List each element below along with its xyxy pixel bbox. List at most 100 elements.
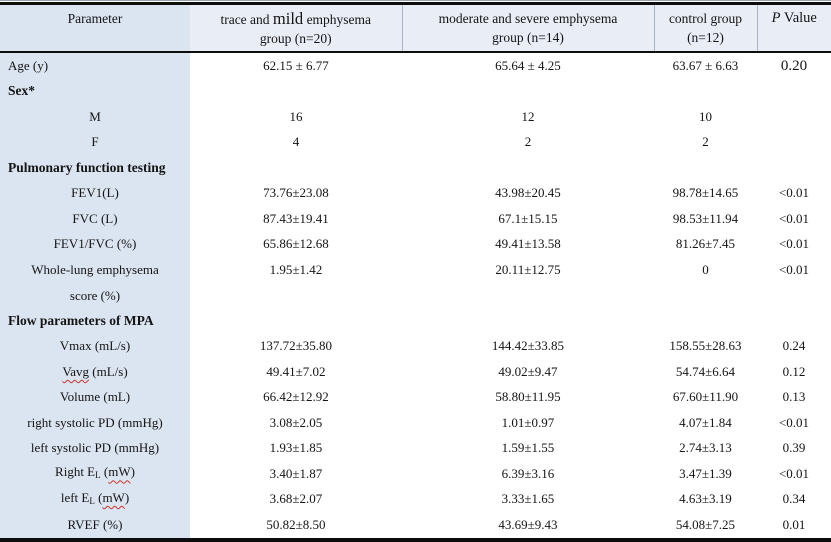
value-cell: 49.41±7.02 bbox=[266, 363, 326, 379]
value-cell: 49.02±9.47 bbox=[498, 363, 558, 379]
value-cell: 1.01±0.97 bbox=[501, 414, 555, 430]
value-cell: 1.95±1.42 bbox=[269, 262, 323, 277]
row-label-text: Age (y) bbox=[8, 57, 49, 73]
row-label: Age (y) bbox=[0, 52, 190, 79]
row-label: Vmax (mL/s) bbox=[0, 333, 190, 359]
header-subtext: group (n=20) bbox=[259, 31, 332, 46]
row-label-text: Sex* bbox=[8, 83, 35, 99]
p-value-cell: 0.20 bbox=[780, 57, 808, 74]
value-cell: 4 bbox=[292, 134, 300, 150]
p-value-cell: <0.01 bbox=[778, 236, 810, 252]
table-row: left systolic PD (mmHg) 1.93±1.85 1.59±1.5… bbox=[0, 435, 831, 461]
p-value-cell bbox=[757, 79, 831, 105]
value-cell: 0 bbox=[702, 262, 709, 277]
row-label: Vavg (mL/s) bbox=[0, 359, 190, 385]
value-cell: 4.63±3.19 bbox=[679, 491, 732, 507]
column-header-trace-mild-group: trace and mild emphysema group (n=20) bbox=[190, 3, 402, 53]
row-label-text: Flow parameters of MPA bbox=[8, 312, 154, 328]
value-cell: 65.86±12.68 bbox=[263, 236, 329, 252]
row-label: Right EL (mW) bbox=[0, 461, 190, 487]
table-row: Vmax (mL/s) 137.72±35.80 144.42±33.85 158.5… bbox=[0, 333, 831, 359]
value-cell: 54.74±6.64 bbox=[675, 363, 736, 379]
row-label: Flow parameters of MPA bbox=[0, 308, 190, 334]
row-label: left systolic PD (mmHg) bbox=[0, 435, 190, 461]
row-label: FVC (L) bbox=[0, 206, 190, 232]
value-cell: 16 bbox=[289, 108, 303, 124]
value-cell bbox=[654, 308, 757, 334]
value-cell: 20.11±12.75 bbox=[495, 262, 561, 277]
p-value-cell bbox=[757, 130, 831, 156]
header-subtext: (n=12) bbox=[687, 30, 724, 45]
row-label: Pulmonary function testing bbox=[0, 155, 190, 181]
value-cell: 98.78±14.65 bbox=[672, 185, 739, 201]
row-label: Volume (mL) bbox=[0, 384, 190, 410]
row-label-text: Right E bbox=[55, 464, 96, 480]
table-header: Parameter trace and mild emphysema group… bbox=[0, 3, 831, 53]
value-cell: 1.59±1.55 bbox=[501, 440, 555, 456]
p-value-cell: <0.01 bbox=[778, 414, 810, 430]
value-cell: 73.76±23.08 bbox=[263, 185, 329, 201]
row-label-text: mW bbox=[102, 489, 125, 505]
value-cell: 3.47±1.39 bbox=[679, 465, 732, 481]
value-cell: 3.68±2.07 bbox=[269, 491, 323, 507]
value-cell: 3.40±1.87 bbox=[269, 465, 323, 481]
p-value-cell bbox=[757, 308, 831, 334]
value-cell: 2 bbox=[524, 134, 532, 150]
value-cell bbox=[190, 155, 402, 181]
value-cell: 63.67 ± 6.63 bbox=[672, 57, 739, 73]
header-text: mild bbox=[272, 9, 304, 28]
row-label-text: F bbox=[91, 134, 99, 150]
column-header-control-group: control group (n=12) bbox=[653, 3, 757, 53]
row-label-text: score (%) bbox=[69, 287, 121, 303]
header-text: moderate and severe emphysema bbox=[438, 11, 618, 26]
p-value-cell bbox=[757, 104, 831, 130]
table-row: M 16 12 10 bbox=[0, 104, 831, 130]
value-cell bbox=[402, 155, 654, 181]
p-value-cell: <0.01 bbox=[778, 210, 810, 226]
table-row: left EL (mW) 3.68±2.07 3.33±1.65 4.63±3.19 0… bbox=[0, 486, 831, 512]
p-value-cell: 0.01 bbox=[782, 516, 806, 532]
value-cell: 3.08±2.05 bbox=[269, 414, 323, 430]
row-label-text: FEV1(L) bbox=[71, 185, 119, 201]
value-cell: 4.07±1.84 bbox=[679, 414, 732, 430]
table-row: Whole-lung emphysema score (%) 1.95±1.42 20… bbox=[0, 257, 831, 308]
header-text: control group bbox=[668, 11, 743, 26]
value-cell: 12 bbox=[521, 108, 535, 124]
value-cell: 43.69±9.43 bbox=[498, 516, 558, 532]
table-row: Flow parameters of MPA bbox=[0, 308, 831, 334]
header-subtext: group (n=14) bbox=[492, 30, 564, 45]
row-label-text: M bbox=[89, 108, 101, 124]
table-row: FEV1/FVC (%) 65.86±12.68 49.41±13.58 81.26±… bbox=[0, 231, 831, 257]
column-header-parameter: Parameter bbox=[0, 3, 190, 53]
header-row: Parameter trace and mild emphysema group… bbox=[0, 3, 831, 53]
row-label-text: left E bbox=[60, 489, 90, 505]
row-label-text: ) bbox=[124, 489, 130, 505]
value-cell: 67.1±15.15 bbox=[498, 210, 558, 226]
value-cell: 49.41±13.58 bbox=[495, 236, 561, 252]
row-label-text: (mL/s) bbox=[89, 363, 128, 379]
value-cell: 65.64 ± 4.25 bbox=[495, 57, 561, 73]
table-row: FVC (L) 87.43±19.41 67.1±15.15 98.53±11.94 <… bbox=[0, 206, 831, 232]
header-text: trace and bbox=[220, 12, 273, 27]
value-cell: 62.15 ± 6.77 bbox=[263, 57, 329, 73]
p-value-cell: 0.13 bbox=[782, 389, 806, 405]
value-cell: 54.08±7.25 bbox=[675, 516, 736, 532]
row-label-text: Vmax (mL/s) bbox=[59, 338, 131, 354]
value-cell: 1.93±1.85 bbox=[269, 440, 323, 456]
value-cell: 66.42±12.92 bbox=[263, 389, 329, 405]
value-cell bbox=[402, 308, 654, 334]
value-cell bbox=[654, 79, 757, 105]
row-label: right systolic PD (mmHg) bbox=[0, 410, 190, 436]
value-cell: 2 bbox=[702, 134, 709, 150]
value-cell: 158.55±28.63 bbox=[669, 338, 742, 354]
value-cell: 50.82±8.50 bbox=[266, 516, 326, 532]
p-value-cell: 0.39 bbox=[782, 440, 806, 456]
value-cell: 137.72±35.80 bbox=[259, 338, 333, 354]
table-row: Right EL (mW) 3.40±1.87 6.39±3.16 3.47±1.39… bbox=[0, 461, 831, 487]
row-label: F bbox=[0, 129, 190, 155]
row-label-text: Vavg bbox=[62, 363, 90, 379]
value-cell: 2.74±3.13 bbox=[679, 440, 732, 456]
p-italic: P bbox=[771, 10, 781, 26]
table-row: Sex* bbox=[0, 78, 831, 105]
